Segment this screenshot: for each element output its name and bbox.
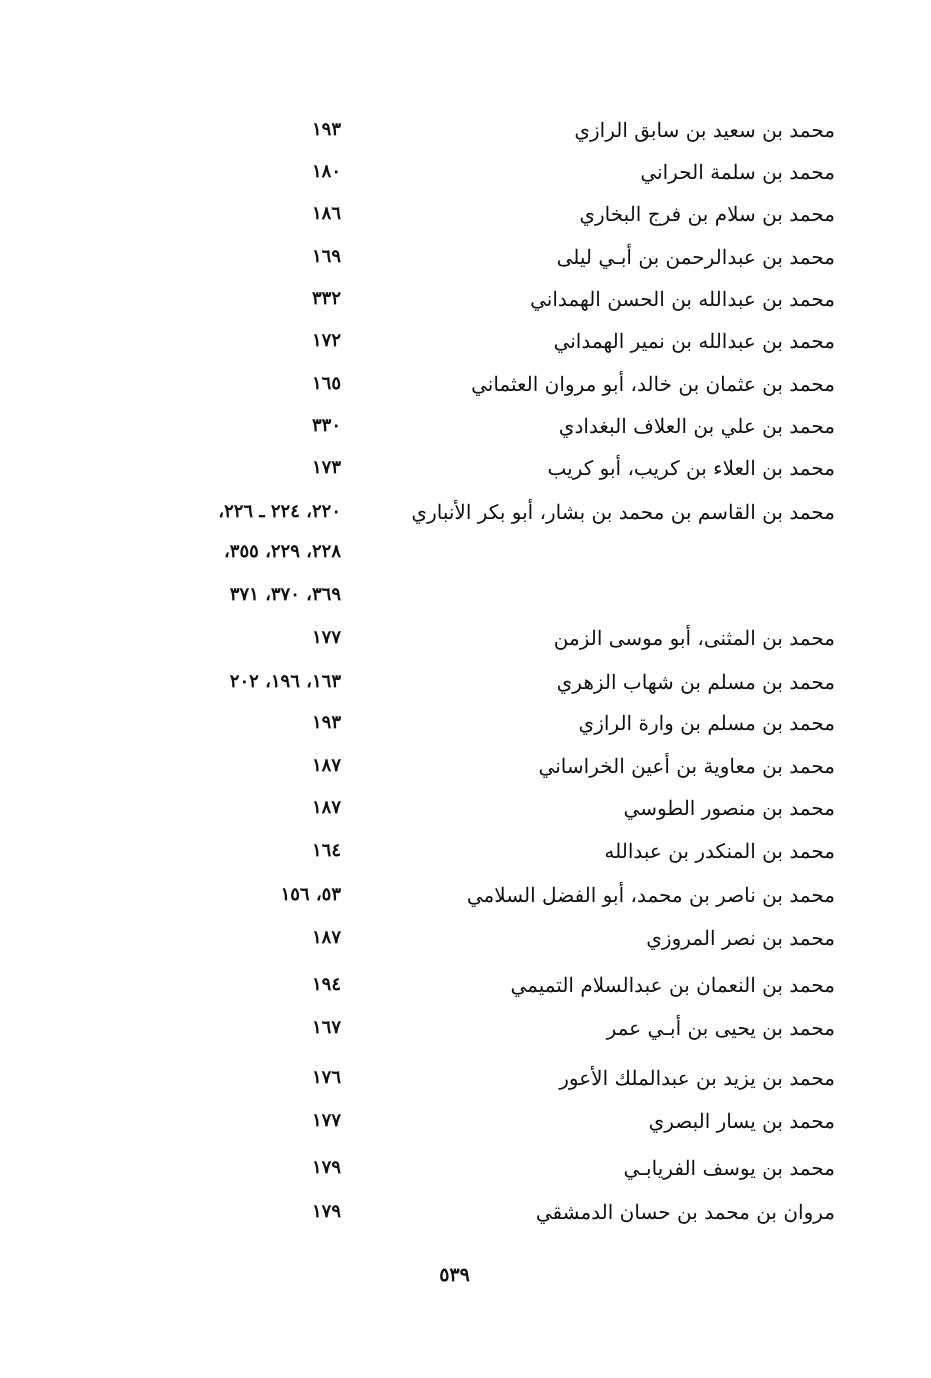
index-entry: محمد بن سلمة الحراني ١٨٠	[0, 155, 931, 189]
entry-pages: ١٧٢	[311, 330, 341, 351]
index-entry: محمد بن العلاء بن كريب، أبو كريب ١٧٣	[0, 451, 931, 485]
entry-name: محمد بن نصر المروزي	[646, 926, 835, 950]
entry-name: محمد بن علي بن العلاف البغدادي	[558, 414, 835, 438]
index-entry: محمد بن منصور الطوسي ١٨٧	[0, 791, 931, 825]
entry-name: محمد بن منصور الطوسي	[623, 796, 835, 820]
entry-name: محمد بن سعيد بن سابق الرازي	[574, 118, 835, 142]
entry-pages: ١٨٦	[311, 203, 341, 224]
entry-name: محمد بن ناصر بن محمد، أبو الفضل السلامي	[466, 883, 835, 907]
index-entry: محمد بن القاسم بن محمد بن بشار، أبو بكر …	[0, 495, 931, 529]
index-entry: محمد بن عبدالرحمن بن أبـي ليلى ١٦٩	[0, 240, 931, 274]
entry-name: محمد بن عبدالله بن نمير الهمداني	[553, 329, 835, 353]
index-entry: ٢٢٨، ٢٢٩، ٣٥٥،	[0, 535, 931, 569]
entry-name: محمد بن يوسف الفريابـي	[623, 1156, 835, 1180]
entry-pages: ٢٢٠، ٢٢٤ ـ ٢٢٦،	[218, 501, 341, 522]
entry-name: محمد بن يسار البصري	[648, 1109, 835, 1133]
entry-pages: ٢٢٨، ٢٢٩، ٣٥٥،	[223, 541, 341, 562]
entry-pages: ١٦٥	[311, 373, 341, 394]
entry-pages: ١٧٩	[311, 1157, 341, 1178]
entry-name: محمد بن القاسم بن محمد بن بشار، أبو بكر …	[411, 500, 835, 524]
index-entry: محمد بن يوسف الفريابـي ١٧٩	[0, 1151, 931, 1185]
index-entry: ٣٦٩، ٣٧٠، ٣٧١	[0, 578, 931, 612]
index-entry: محمد بن يحيى بن أبـي عمر ١٦٧	[0, 1011, 931, 1045]
index-entry: محمد بن المثنى، أبو موسى الزمن ١٧٧	[0, 621, 931, 655]
entry-pages: ١٩٤	[311, 974, 341, 995]
entry-name: محمد بن عبدالله بن الحسن الهمداني	[530, 287, 835, 311]
index-entry: محمد بن عبدالله بن نمير الهمداني ١٧٢	[0, 324, 931, 358]
entry-pages: ١٦٧	[311, 1017, 341, 1038]
index-entry: محمد بن عبدالله بن الحسن الهمداني ٣٣٢	[0, 282, 931, 316]
entry-name: محمد بن مسلم بن شهاب الزهري	[556, 670, 835, 694]
index-entry: محمد بن ناصر بن محمد، أبو الفضل السلامي ٥…	[0, 878, 931, 912]
index-entry: محمد بن سلام بن فرج البخاري ١٨٦	[0, 197, 931, 231]
entry-name: محمد بن يزيد بن عبدالملك الأعور	[559, 1066, 835, 1090]
entry-name: محمد بن المثنى، أبو موسى الزمن	[553, 626, 835, 650]
entry-name: محمد بن معاوية بن أعين الخراساني	[538, 754, 835, 778]
entry-pages: ٣٣٠	[311, 415, 341, 436]
index-entry: محمد بن النعمان بن عبدالسلام التميمي ١٩٤	[0, 968, 931, 1002]
entry-name: محمد بن العلاء بن كريب، أبو كريب	[547, 456, 835, 480]
entry-pages: ١٨٧	[311, 797, 341, 818]
index-entry: محمد بن يزيد بن عبدالملك الأعور ١٧٦	[0, 1061, 931, 1095]
entry-name: محمد بن النعمان بن عبدالسلام التميمي	[510, 973, 835, 997]
entry-name: محمد بن عثمان بن خالد، أبو مروان العثمان…	[471, 372, 835, 396]
index-entry: محمد بن سعيد بن سابق الرازي ١٩٣	[0, 113, 931, 147]
entry-pages: ٣٦٩، ٣٧٠، ٣٧١	[229, 584, 341, 605]
entry-pages: ١٨٧	[311, 927, 341, 948]
entry-name: مروان بن محمد بن حسان الدمشقي	[535, 1200, 835, 1224]
index-entry: محمد بن مسلم بن شهاب الزهري ١٦٣، ١٩٦، ٢٠٢	[0, 665, 931, 699]
entry-name: محمد بن مسلم بن وارة الرازي	[578, 711, 835, 735]
entry-pages: ١٧٦	[311, 1067, 341, 1088]
entry-pages: ١٨٧	[311, 755, 341, 776]
index-entry: محمد بن يسار البصري ١٧٧	[0, 1104, 931, 1138]
entry-pages: ١٧٧	[311, 627, 341, 648]
entry-pages: ١٦٤	[311, 840, 341, 861]
entry-pages: ١٧٣	[311, 457, 341, 478]
entry-pages: ١٧٩	[311, 1201, 341, 1222]
entry-name: محمد بن يحيى بن أبـي عمر	[606, 1016, 835, 1040]
index-entry: محمد بن معاوية بن أعين الخراساني ١٨٧	[0, 749, 931, 783]
entry-pages: ٥٣، ١٥٦	[280, 884, 341, 905]
index-entry: محمد بن عثمان بن خالد، أبو مروان العثمان…	[0, 367, 931, 401]
entry-pages: ١٦٩	[311, 246, 341, 267]
entry-pages: ١٨٠	[311, 161, 341, 182]
entry-name: محمد بن سلمة الحراني	[640, 160, 835, 184]
entry-name: محمد بن سلام بن فرج البخاري	[579, 202, 835, 226]
entry-pages: ٣٣٢	[311, 288, 341, 309]
entry-pages: ١٩٣	[311, 712, 341, 733]
index-entry: محمد بن نصر المروزي ١٨٧	[0, 921, 931, 955]
index-entry: محمد بن علي بن العلاف البغدادي ٣٣٠	[0, 409, 931, 443]
index-entry: محمد بن المنكدر بن عبدالله ١٦٤	[0, 834, 931, 868]
entry-pages: ١٧٧	[311, 1110, 341, 1131]
entry-pages: ١٦٣، ١٩٦، ٢٠٢	[229, 671, 341, 692]
index-entry: محمد بن مسلم بن وارة الرازي ١٩٣	[0, 706, 931, 740]
entry-name: محمد بن المنكدر بن عبدالله	[604, 839, 835, 863]
entry-pages: ١٩٣	[311, 119, 341, 140]
index-entry: مروان بن محمد بن حسان الدمشقي ١٧٩	[0, 1195, 931, 1229]
page-number: ٥٣٩	[439, 1264, 470, 1286]
entry-name: محمد بن عبدالرحمن بن أبـي ليلى	[556, 245, 835, 269]
